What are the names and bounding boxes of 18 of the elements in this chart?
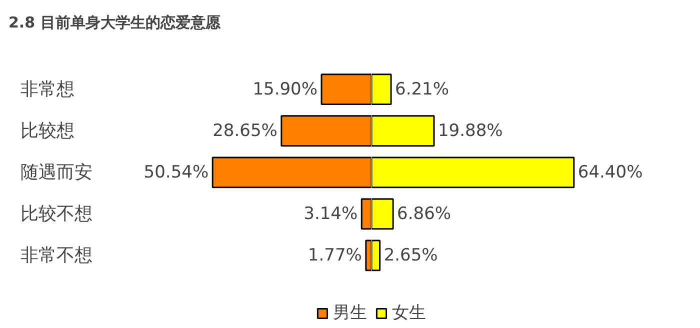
data-label: 64.40% [578,162,643,182]
legend-label: 男生 [333,302,367,324]
data-label: 6.86% [397,204,452,224]
y-tick-label: 非常不想 [20,244,92,266]
chart-title: 2.8 目前单身大学生的恋爱意愿 [8,14,222,32]
data-label: 28.65% [212,120,278,141]
y-tick-label: 非常想 [20,78,74,100]
y-tick-label: 比较不想 [20,203,92,224]
data-label: 15.90% [252,79,318,100]
data-label: 50.54% [144,162,209,182]
y-tick-label: 比较想 [20,120,74,142]
legend-label: 女生 [392,302,426,324]
data-label: 19.88% [438,120,503,141]
data-label: 2.65% [384,245,438,266]
data-label: 1.77% [308,245,362,266]
data-label: 6.21% [395,79,450,100]
data-label: 3.14% [304,204,358,224]
y-tick-label: 随遇而安 [20,162,92,183]
